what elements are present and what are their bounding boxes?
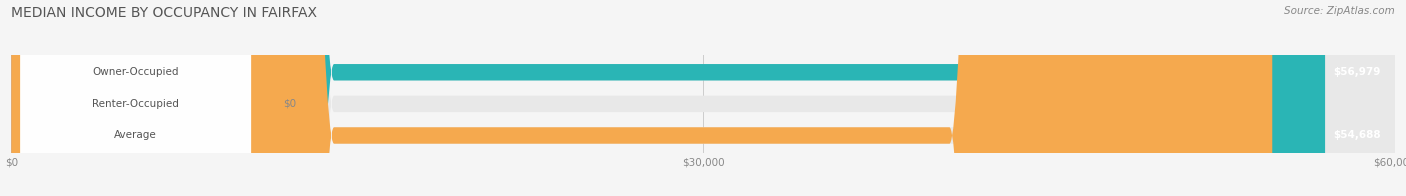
Text: Average: Average <box>114 131 157 141</box>
FancyBboxPatch shape <box>11 0 1324 196</box>
FancyBboxPatch shape <box>11 0 58 196</box>
FancyBboxPatch shape <box>11 0 1395 196</box>
Text: $0: $0 <box>284 99 297 109</box>
FancyBboxPatch shape <box>21 0 252 196</box>
Text: Source: ZipAtlas.com: Source: ZipAtlas.com <box>1284 6 1395 16</box>
FancyBboxPatch shape <box>11 0 1272 196</box>
FancyBboxPatch shape <box>11 0 1395 196</box>
FancyBboxPatch shape <box>21 0 252 196</box>
FancyBboxPatch shape <box>11 0 1395 196</box>
Text: Renter-Occupied: Renter-Occupied <box>93 99 179 109</box>
Text: $54,688: $54,688 <box>1333 131 1381 141</box>
Text: MEDIAN INCOME BY OCCUPANCY IN FAIRFAX: MEDIAN INCOME BY OCCUPANCY IN FAIRFAX <box>11 6 318 20</box>
FancyBboxPatch shape <box>21 0 252 196</box>
Text: $56,979: $56,979 <box>1333 67 1381 77</box>
Text: Owner-Occupied: Owner-Occupied <box>93 67 179 77</box>
